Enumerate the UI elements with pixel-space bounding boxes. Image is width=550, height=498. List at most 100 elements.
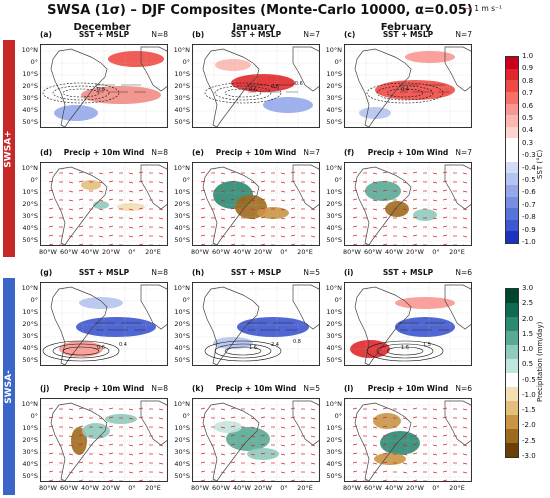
wind-vector [69,480,71,481]
wind-vector [260,479,266,481]
wind-vector [250,444,256,447]
wind-vector [108,407,114,410]
mslp-contour [386,88,424,98]
wind-vector [129,244,131,245]
wind-vector [310,172,316,175]
wind-vector [128,471,134,474]
wind-vector [432,444,438,447]
wind-vector [128,408,134,411]
wind-vector [220,462,226,465]
wind-vector [260,207,266,210]
latitude-label: 10°N [173,400,190,408]
wind-vector [98,181,104,184]
wind-vector [78,461,84,464]
longitude-label: 40°W [385,248,403,256]
wind-vector [442,198,448,201]
wind-vector [373,244,375,245]
latitude-label: 20°S [174,200,190,208]
latitude-label: 40°S [326,224,342,232]
wind-vector [128,435,134,438]
wind-vector [310,471,316,474]
colorbar-segment [506,57,518,69]
wind-vector [220,235,226,238]
wind-arrow-icon: → [465,4,472,13]
figure-title: SWSA (1σ) – DJF Composites (Monte-Carlo … [47,3,473,18]
precip-colorbar [505,288,519,458]
longitude-label: 80°W [39,248,57,256]
wind-vector [138,470,144,473]
wind-vector [412,425,418,428]
longitude-label: 20°E [145,484,161,492]
wind-vector [158,444,164,447]
wind-vector [78,225,84,228]
wind-vector [260,243,266,245]
longitude-label: 20°E [145,248,161,256]
wind-vector [230,452,236,455]
wind-vector [432,426,438,429]
anomaly-patch [79,297,123,309]
wind-vector [372,408,378,411]
wind-vector [290,452,296,455]
wind-vector [158,453,164,456]
latitude-label: 10°N [325,164,342,172]
sst-mslp-field: 0.6 0.4 [41,283,167,365]
colorbar-segment [506,317,518,331]
anomaly-patch [215,59,251,71]
panel-type: Precip + 10m Wind [215,148,297,157]
latitude-label: 20°S [22,82,38,90]
panel-sample-size: N=5 [303,384,320,393]
wind-vector [128,190,134,193]
south-america-coastline [50,402,108,481]
panel-type: Precip + 10m Wind [63,148,145,157]
wind-vector [462,226,468,229]
wind-vector [412,461,418,464]
africa-coastline [140,164,167,210]
wind-vector [382,198,388,201]
colorbar-tick: -0.6 [522,188,536,197]
wind-vector [280,208,286,211]
wind-vector [48,434,54,437]
wind-vector [128,226,134,229]
colorbar-segment [506,443,518,457]
wind-vector [138,189,144,192]
wind-vector [200,216,206,219]
wind-vector [78,207,84,210]
wind-vector [200,243,206,245]
latitude-label: 30°S [174,94,190,102]
contour-label: 0.4 [119,342,127,348]
colorbar-label: SST (°C) [536,149,544,179]
contour-label: 0.6 [271,84,279,90]
wind-vector [250,226,256,229]
longitude-label: 20°E [297,484,313,492]
wind-vector [128,453,134,456]
colorbar-tick: -0.8 [522,213,536,222]
wind-vector [310,217,316,220]
contour-label: -0.6 [293,81,303,87]
wind-vector [48,452,54,455]
wind-vector [462,235,468,238]
wind-vector [230,180,236,183]
wind-vector [352,434,358,437]
wind-vector [128,181,134,184]
wind-vector [78,443,84,446]
wind-vector [158,426,164,429]
colorbar-tick: -0.9 [522,225,536,234]
colorbar-segment [506,387,518,401]
wind-vector [220,199,226,202]
wind-vector [78,425,84,428]
wind-vector [99,480,101,481]
panel-letter: (a) [40,30,52,39]
wind-vector [402,235,408,238]
wind-vector [310,462,316,465]
wind-vector [220,226,226,229]
colorbar-tick: -1.0 [522,390,536,399]
wind-vector [98,444,104,447]
longitude-label: 60°W [60,484,78,492]
wind-vector [442,180,448,183]
panel-sample-size: N=8 [151,384,168,393]
wind-vector [128,199,134,202]
wind-vector [260,216,266,219]
latitude-label: 50°S [22,236,38,244]
wind-vector [402,208,408,211]
wind-vector [412,407,418,410]
